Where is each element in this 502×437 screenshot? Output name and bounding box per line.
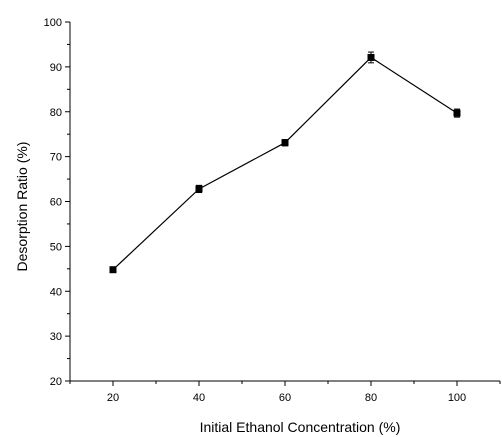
series xyxy=(109,51,461,274)
tick-labels: 20 30 40 50 60 70 80 90 100 20 40 60 80 100 xyxy=(44,17,467,404)
axes xyxy=(69,22,500,382)
y-tick-label: 60 xyxy=(50,197,62,209)
x-tick-label: 60 xyxy=(279,392,291,404)
y-tick-label: 30 xyxy=(50,331,62,343)
x-tick-label: 40 xyxy=(193,392,205,404)
y-tick-label: 20 xyxy=(50,376,62,388)
y-tick-label: 70 xyxy=(50,152,62,164)
y-tick-label: 40 xyxy=(50,286,62,298)
data-point-marker xyxy=(367,53,375,61)
data-point-marker xyxy=(109,266,117,274)
x-tick-label: 100 xyxy=(448,392,466,404)
y-axis-title: Desorption Ratio (%) xyxy=(14,142,30,272)
x-tick-label: 80 xyxy=(365,392,377,404)
ticks xyxy=(65,21,501,386)
data-point-marker xyxy=(281,139,289,147)
series-line xyxy=(112,56,458,271)
y-tick-label: 100 xyxy=(44,17,62,29)
data-point-marker xyxy=(453,109,461,117)
x-tick-label: 20 xyxy=(107,392,119,404)
y-tick-label: 90 xyxy=(50,62,62,74)
y-tick-label: 80 xyxy=(50,107,62,119)
y-tick-label: 50 xyxy=(50,241,62,253)
x-axis-title: Initial Ethanol Concentration (%) xyxy=(200,419,401,435)
data-point-marker xyxy=(195,185,203,193)
